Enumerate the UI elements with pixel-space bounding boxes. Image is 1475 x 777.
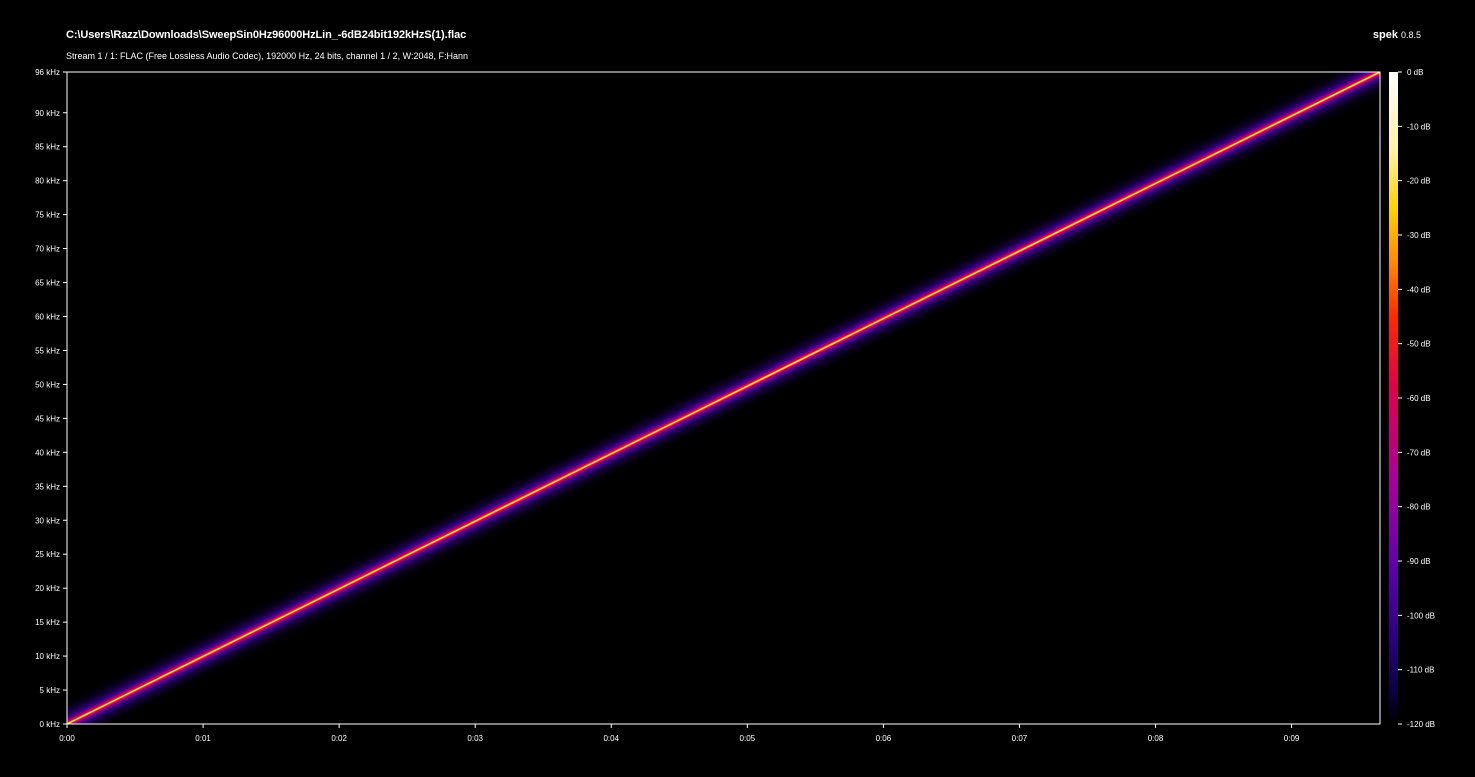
colorbar-tick-label: -50 dB <box>1407 340 1431 349</box>
colorbar-axis: 0 dB -10 dB -20 dB -30 dB -40 dB -50 dB -60 dB… <box>1398 68 1435 729</box>
x-tick-label: 0:08 <box>1148 734 1164 743</box>
x-tick-label: 0:04 <box>603 734 619 743</box>
app-version: 0.8.5 <box>1400 30 1421 40</box>
x-tick-label: 0:01 <box>195 734 211 743</box>
app-brand: spek 0.8.5 <box>1373 29 1421 41</box>
y-tick-label: 5 kHz <box>40 686 60 695</box>
y-tick-label: 10 kHz <box>35 652 60 661</box>
x-tick-label: 0:00 <box>59 734 75 743</box>
y-tick-label: 40 kHz <box>35 448 60 457</box>
x-tick-label: 0:07 <box>1012 734 1028 743</box>
y-tick-label: 25 kHz <box>35 550 60 559</box>
colorbar-tick-label: -110 dB <box>1407 666 1434 675</box>
colorbar <box>1389 72 1398 724</box>
colorbar-tick-label: -10 dB <box>1407 122 1431 131</box>
y-tick-label: 30 kHz <box>35 516 60 525</box>
y-tick-label: 65 kHz <box>35 279 60 288</box>
x-axis: 0:00 0:01 0:02 0:03 0:04 0:05 0:06 0:07 0:08 0:09 <box>59 724 1300 743</box>
y-tick-label: 80 kHz <box>35 177 60 186</box>
colorbar-tick-label: -60 dB <box>1407 394 1431 403</box>
y-tick-label: 75 kHz <box>35 211 60 220</box>
y-tick-label: 15 kHz <box>35 618 60 627</box>
colorbar-tick-label: 0 dB <box>1407 68 1423 77</box>
y-tick-label: 50 kHz <box>35 380 60 389</box>
file-path-title: C:\Users\Razz\Downloads\SweepSin0Hz96000… <box>66 29 467 41</box>
stream-info: Stream 1 / 1: FLAC (Free Lossless Audio … <box>66 51 469 61</box>
y-tick-label: 60 kHz <box>35 313 60 322</box>
colorbar-tick-label: -120 dB <box>1407 720 1435 729</box>
colorbar-tick-label: -70 dB <box>1407 448 1431 457</box>
app-name: spek <box>1372 29 1398 41</box>
y-axis: 0 kHz 5 kHz 10 kHz 15 kHz 20 kHz 25 kHz 30 kHz… <box>35 68 67 729</box>
y-tick-label: 96 kHz <box>35 68 60 77</box>
y-tick-label: 55 kHz <box>35 346 60 355</box>
y-tick-label: 85 kHz <box>35 143 60 152</box>
sweep-trace <box>67 72 1380 724</box>
x-tick-label: 0:02 <box>331 734 347 743</box>
x-tick-label: 0:06 <box>876 734 892 743</box>
y-tick-label: 0 kHz <box>40 720 60 729</box>
colorbar-tick-label: -100 dB <box>1407 611 1435 620</box>
x-tick-label: 0:05 <box>740 734 756 743</box>
colorbar-tick-label: -30 dB <box>1407 231 1431 240</box>
colorbar-tick-label: -40 dB <box>1407 285 1431 294</box>
colorbar-tick-label: -20 dB <box>1407 177 1431 186</box>
colorbar-tick-label: -80 dB <box>1407 503 1431 512</box>
y-tick-label: 90 kHz <box>35 109 60 118</box>
sweep-peak <box>67 72 1380 724</box>
colorbar-tick-label: -90 dB <box>1407 557 1431 566</box>
plot-frame <box>66 71 1381 725</box>
y-tick-label: 45 kHz <box>35 414 60 423</box>
y-tick-label: 20 kHz <box>35 584 60 593</box>
y-tick-label: 35 kHz <box>35 482 60 491</box>
x-tick-label: 0:03 <box>467 734 483 743</box>
y-tick-label: 70 kHz <box>35 245 60 254</box>
x-tick-label: 0:09 <box>1284 734 1300 743</box>
